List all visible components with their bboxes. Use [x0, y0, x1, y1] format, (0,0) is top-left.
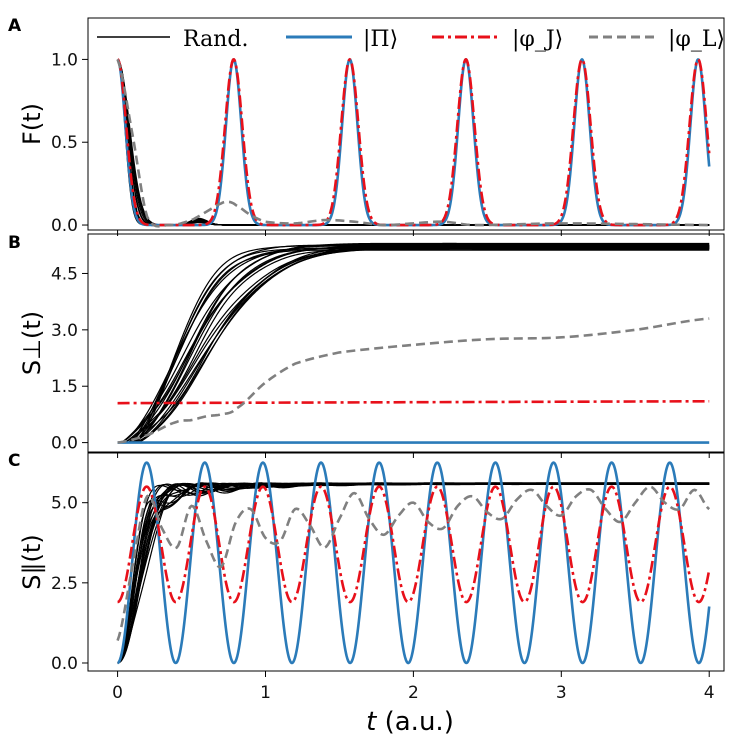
panel-a-letter: A: [8, 16, 22, 36]
series-random-curve: [117, 58, 710, 226]
series-random-curve: [117, 59, 710, 226]
panel-b-letter: B: [8, 233, 21, 253]
series-random-curve: [117, 59, 710, 226]
series-phil-line: [117, 317, 710, 444]
y-tick-label: 1.5: [51, 377, 78, 397]
y-tick-label: 0.0: [51, 654, 78, 674]
series-random-curve: [117, 244, 710, 444]
legend-label-random: Rand.: [183, 27, 248, 52]
series-random-curve: [117, 59, 710, 226]
panel-c-ylabel: S∥(t): [18, 534, 46, 589]
series-random-curve: [117, 59, 710, 226]
panel-a-frame: [87, 17, 725, 231]
y-tick-label: 3.0: [51, 321, 78, 341]
legend-label-phil: |φ_L⟩: [668, 27, 725, 52]
x-axis-label: t (a.u.): [366, 707, 454, 737]
series-phij-line: [117, 399, 710, 405]
panel-b-frame: [87, 233, 725, 453]
series-random-curve: [117, 483, 710, 664]
x-tick-label: 4: [704, 683, 715, 703]
series-random-curve: [117, 246, 710, 444]
series-random-curve: [117, 59, 710, 226]
legend-label-pi: |Π⟩: [363, 27, 398, 52]
series-random-curve: [117, 59, 710, 226]
panel-c-ticks: 0 1 2 3 4 0.0 2.5 5.0: [51, 494, 715, 703]
panel-c: 0 1 2 3 4 0.0 2.5 5.0 C S∥(t): [8, 451, 725, 703]
series-phij-line: [117, 485, 711, 604]
series-pi-line: [116, 57, 711, 227]
series-random-curve: [117, 59, 710, 226]
y-tick-label: 0.0: [51, 216, 78, 236]
series-random-curve: [117, 247, 710, 444]
series-random-curve: [117, 59, 710, 226]
y-tick-label: 0.0: [51, 434, 78, 454]
x-axis-label-var: t: [366, 707, 377, 737]
x-tick-label: 3: [556, 683, 567, 703]
series-phij-line: [116, 57, 711, 227]
x-tick-label: 2: [408, 683, 419, 703]
panel-b: 0.0 1.5 3.0 4.5 B S⊥(t): [8, 233, 725, 458]
series-random-curve: [117, 59, 710, 226]
panel-c-plot-area: [116, 461, 711, 665]
series-phil-line: [116, 485, 711, 641]
series-random-curve: [117, 59, 710, 226]
x-tick-label: 0: [112, 683, 123, 703]
x-axis-label-unit: (a.u.): [376, 707, 454, 737]
series-random-curve: [117, 59, 710, 226]
panel-b-ticks: 0.0 1.5 3.0 4.5: [51, 264, 710, 458]
series-random-curve: [117, 58, 710, 226]
panel-a: 0.0 0.5 1.0 A F(t): [8, 16, 725, 236]
panel-c-letter: C: [8, 451, 20, 471]
series-random-curve: [117, 248, 710, 444]
series-random-curve: [117, 246, 710, 444]
series-phil-line: [116, 58, 710, 228]
series-random-curve: [117, 58, 710, 226]
y-tick-label: 0.5: [51, 133, 78, 153]
series-random-curve: [117, 59, 710, 226]
series-random-curve: [117, 59, 710, 226]
series-random-curve: [117, 249, 710, 444]
panel-a-plot-area: [116, 57, 711, 228]
panel-c-frame: [87, 452, 725, 672]
series-random-curve: [117, 242, 710, 444]
panel-b-plot-area: [117, 242, 710, 444]
series-random-curve: [117, 59, 710, 226]
series-random-curve: [117, 59, 710, 226]
series-random-curve: [117, 243, 710, 444]
series-random-curve: [117, 58, 710, 226]
panel-b-ylabel: S⊥(t): [18, 311, 46, 375]
y-tick-label: 1.0: [51, 50, 78, 70]
legend-label-phij: |φ_J⟩: [512, 27, 563, 52]
panel-a-ylabel: F(t): [18, 103, 46, 145]
y-tick-label: 4.5: [51, 264, 78, 284]
panel-a-ticks: 0.0 0.5 1.0: [51, 50, 710, 236]
legend: Rand. |Π⟩ |φ_J⟩ |φ_L⟩: [97, 27, 725, 52]
y-tick-label: 2.5: [51, 574, 78, 594]
y-tick-label: 5.0: [51, 494, 78, 514]
series-random-curve: [117, 59, 710, 226]
x-tick-label: 1: [260, 683, 271, 703]
series-random-curve: [117, 245, 710, 444]
